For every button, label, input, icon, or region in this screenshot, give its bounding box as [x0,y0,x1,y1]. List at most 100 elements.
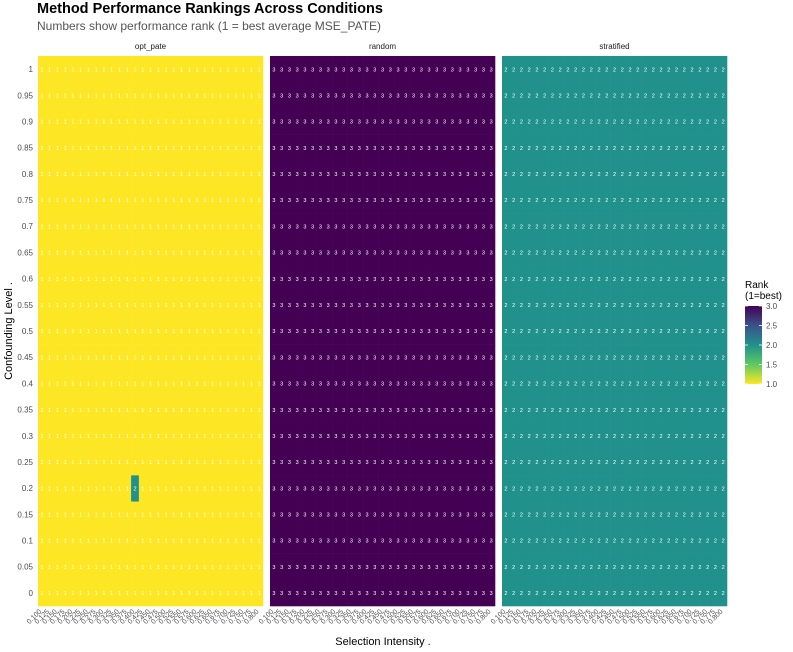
y-tick-label: 1 [29,65,34,74]
heatmap-cell [471,186,480,214]
heatmap-cell [409,396,418,423]
heatmap-cell [100,553,109,581]
cell-rank-label: 1 [126,408,129,414]
cell-rank-label: 3 [466,486,469,492]
cell-rank-label: 1 [227,460,230,466]
heatmap-cell [308,291,317,319]
heatmap-cell [53,108,62,135]
cell-rank-label: 1 [95,591,98,597]
cell-rank-label: 2 [706,251,709,257]
heatmap-cell [409,422,418,450]
heatmap-cell [610,317,619,345]
heatmap-cell [456,160,465,188]
heatmap-cell [285,82,294,109]
cell-rank-label: 2 [706,382,709,388]
heatmap-cell [131,475,140,502]
cell-rank-label: 2 [605,355,608,361]
heatmap-cell [571,134,580,162]
heatmap-cell [277,317,286,345]
heatmap-cell [680,475,689,502]
cell-rank-label: 3 [342,329,345,335]
panel-strip-label: stratified [599,42,629,51]
heatmap-cell [84,344,93,371]
heatmap-cell [711,448,720,476]
cell-rank-label: 3 [420,513,423,519]
cell-rank-label: 1 [172,434,175,440]
heatmap-cell [224,317,233,345]
cell-rank-label: 2 [597,93,600,99]
cell-rank-label: 2 [520,565,523,571]
heatmap-cell [688,370,697,397]
cell-rank-label: 1 [250,329,253,335]
heatmap-cell [270,448,279,476]
heatmap-cell [533,344,542,371]
heatmap-cell [324,527,333,554]
heatmap-cell [579,186,588,214]
heatmap-cell [277,213,286,240]
cell-rank-label: 3 [435,277,438,283]
heatmap-cell [293,56,302,83]
heatmap-cell [293,108,302,135]
cell-rank-label: 2 [675,355,678,361]
heatmap-cell [540,108,549,135]
heatmap-cell [641,239,650,266]
heatmap-cell [231,527,241,554]
cell-rank-label: 2 [605,251,608,257]
heatmap-cell [471,396,480,423]
heatmap-cell [440,82,449,109]
cell-rank-label: 2 [504,355,507,361]
heatmap-cell [162,265,171,293]
heatmap-cell [208,370,217,397]
heatmap-cell [347,186,356,214]
heatmap-cell [115,186,124,214]
y-tick-label: 0.7 [22,222,34,231]
cell-rank-label: 2 [590,434,593,440]
heatmap-cell [38,317,47,345]
heatmap-cell [471,501,480,528]
cell-rank-label: 3 [303,591,306,597]
cell-rank-label: 2 [722,382,725,388]
cell-rank-label: 1 [118,277,121,283]
cell-rank-label: 3 [435,329,438,335]
cell-rank-label: 1 [250,120,253,126]
cell-rank-label: 3 [365,120,368,126]
cell-rank-label: 1 [133,565,136,571]
cell-rank-label: 2 [698,67,701,73]
cell-rank-label: 2 [621,434,624,440]
cell-rank-label: 2 [582,539,585,545]
cell-rank-label: 1 [164,120,167,126]
heatmap-cell [394,134,403,162]
cell-rank-label: 3 [280,408,283,414]
heatmap-cell [502,501,511,528]
cell-rank-label: 2 [512,329,515,335]
heatmap-cell [146,475,155,502]
heatmap-cell [277,344,286,371]
cell-rank-label: 3 [358,224,361,230]
heatmap-cell [255,56,264,83]
cell-rank-label: 1 [64,591,67,597]
heatmap-cell [332,553,341,581]
cell-rank-label: 3 [280,486,283,492]
cell-rank-label: 1 [118,224,121,230]
cell-rank-label: 2 [706,460,709,466]
heatmap-cell [308,501,317,528]
cell-rank-label: 3 [311,67,314,73]
cell-rank-label: 2 [520,67,523,73]
cell-rank-label: 1 [242,355,245,361]
cell-rank-label: 1 [258,382,261,388]
heatmap-cell [370,317,379,345]
heatmap-cell [703,239,712,266]
cell-rank-label: 2 [528,434,531,440]
cell-rank-label: 1 [196,434,199,440]
heatmap-cell [579,501,588,528]
cell-rank-label: 1 [48,513,51,519]
heatmap-cell [548,370,557,397]
cell-rank-label: 2 [535,591,538,597]
heatmap-cell [610,448,619,476]
heatmap-cell [138,134,147,162]
heatmap-cell [618,239,627,266]
cell-rank-label: 2 [706,224,709,230]
heatmap-cell [154,396,163,423]
